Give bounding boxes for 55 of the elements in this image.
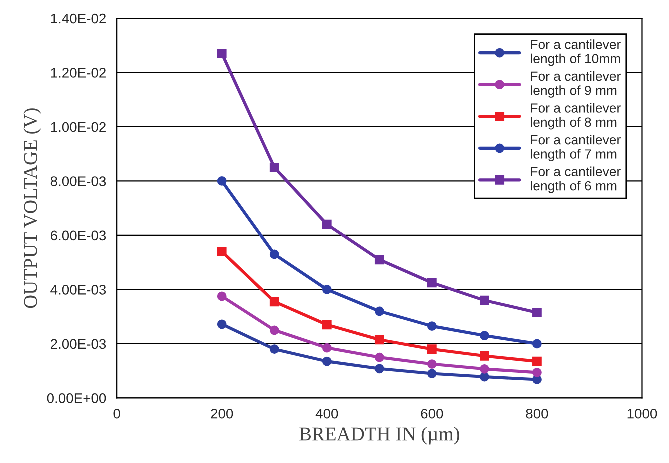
point [480,372,490,382]
point [270,297,280,307]
point [217,320,227,330]
point [374,255,384,265]
y-tick-label: 8.00E-03 [50,176,106,186]
y-tick-label: 0.00E+00 [47,394,106,404]
x-tick-label: 0 [114,408,120,419]
point [374,306,384,316]
point [322,320,332,330]
y-tick-label: 4.00E-03 [50,285,106,295]
point [532,356,542,366]
point [427,278,437,288]
point [322,220,332,230]
y-tick-label: 1.00E-02 [51,122,106,132]
point [374,335,384,345]
point [270,250,280,260]
point [427,360,437,369]
x-tick-label: 800 [526,408,548,419]
x-tick-label: 1000 [628,408,658,419]
point [480,364,490,374]
point [270,344,280,354]
point [217,292,227,302]
y-axis-title: OUTPUT VOLTAGE (V) [24,108,42,308]
point [322,285,332,294]
point [427,369,437,378]
x-tick-label: 200 [211,408,234,419]
point [322,343,332,353]
point [532,308,542,318]
point [374,364,384,374]
point [480,296,490,306]
point [532,368,542,378]
legend-label: For a cantilever length of 7 mm [531,135,621,162]
point [322,356,332,366]
point [270,326,280,336]
y-tick-label: 2.00E-03 [50,339,106,350]
point [217,49,227,58]
point [427,322,437,331]
legend-label: For a cantilever length of 9 mm [531,71,621,98]
point [217,176,227,186]
point [270,162,280,172]
x-tick-label: 600 [421,408,444,419]
x-tick-label: 400 [316,408,338,419]
legend-label: For a cantilever length of 10mm [531,40,621,66]
x-axis-title: BREADTH IN (µm) [300,427,460,445]
point [427,344,437,354]
legend-label: For a cantilever length of 8 mm [531,103,621,130]
y-tick-label: 1.20E-02 [51,68,106,78]
y-tick-label: 6.00E-03 [51,230,106,241]
point [480,351,490,361]
point [217,247,227,256]
point [532,339,542,349]
y-tick-label: 1.40E-02 [51,14,106,24]
point [480,331,490,340]
point [374,352,384,362]
legend-label: For a cantilever length of 6 mm [531,166,621,194]
